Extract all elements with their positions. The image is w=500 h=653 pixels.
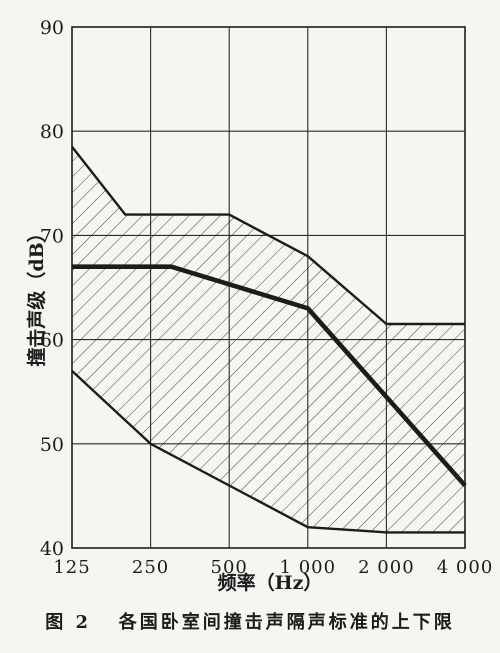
y-axis-label: 撞击声级（dB）	[25, 223, 48, 366]
x-tick-label: 250	[132, 557, 169, 578]
y-tick-label: 50	[40, 434, 64, 456]
y-tick-label: 70	[40, 225, 64, 247]
y-tick-label: 60	[40, 330, 64, 352]
middle-line	[72, 264, 467, 488]
y-tick-label: 40	[40, 538, 64, 560]
x-tick-label: 4 000	[437, 557, 494, 578]
upper-limit-line	[71, 146, 465, 326]
figure-caption: 图 2 各国卧室间撞击声隔声标准的上下限	[45, 611, 455, 633]
hatched-area	[72, 146, 465, 533]
x-tick-label: 500	[211, 557, 248, 578]
series-lines	[71, 146, 467, 534]
y-axis-ticks: 40 50 60 70 80 90	[40, 17, 64, 560]
x-tick-label: 125	[53, 557, 90, 578]
lower-limit-line	[71, 370, 465, 534]
x-axis-label: 频率（Hz）	[218, 571, 323, 594]
x-tick-label: 1 000	[280, 557, 337, 578]
y-tick-label: 80	[40, 121, 64, 143]
y-tick-label: 90	[40, 17, 64, 39]
x-axis-ticks: 125 250 500 1 000 2 000 4 000	[53, 557, 494, 578]
hatched-band	[72, 146, 465, 533]
x-tick-label: 2 000	[358, 557, 415, 578]
